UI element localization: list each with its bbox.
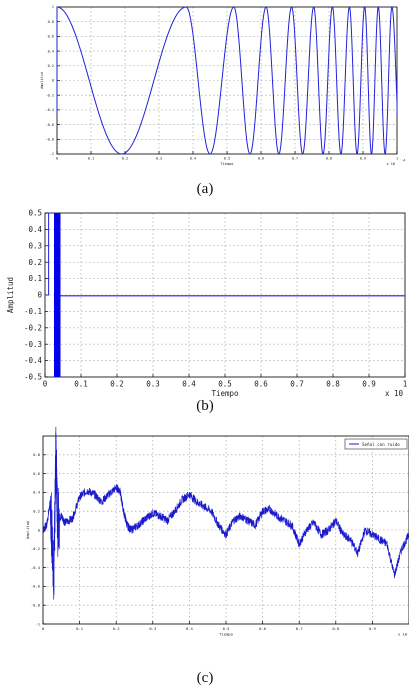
y-tick-label: 0 xyxy=(38,527,41,532)
exponent-label: x 10 xyxy=(398,632,408,637)
caption-c: (c) xyxy=(197,670,214,686)
exponent-label: x 10 xyxy=(387,162,395,166)
y-tick-label: 0 xyxy=(37,291,42,300)
y-tick-label: 0.6 xyxy=(33,471,41,476)
y-tick-label: -0.6 xyxy=(31,584,41,589)
x-tick-label: 0.4 xyxy=(190,157,196,161)
y-tick-label: 0 xyxy=(52,79,54,83)
x-tick-label: 0.7 xyxy=(292,157,298,161)
x-axis-label: Tiempo xyxy=(211,389,239,398)
x-tick-label: 0.2 xyxy=(110,380,124,389)
chart-b: 0 0.1 0.2 0.3 0.4 0.5 0.6 0.7 0.8 0.9 1 -0.5 -0.4 -0.… xyxy=(6,209,408,398)
y-tick-label: -0.3 xyxy=(24,340,42,349)
y-tick-label: 0.2 xyxy=(33,509,40,514)
y-tick-label: -0.8 xyxy=(31,603,41,608)
y-tick-label: -0.4 xyxy=(31,565,41,570)
x-tick-label: 1 xyxy=(403,380,408,389)
x-tick-label: 0.8 xyxy=(326,380,340,389)
y-tick-label: 0.3 xyxy=(28,241,42,250)
x-tick-label: 0.7 xyxy=(290,380,304,389)
y-tick-label: -0.1 xyxy=(24,307,42,316)
y-tick-label: 0.2 xyxy=(48,64,54,68)
legend-entry: Señal con ruido xyxy=(362,442,400,447)
series-line-noisy xyxy=(42,426,409,600)
x-axis-label: Tiempo xyxy=(219,632,233,637)
y-tick-label: -0.4 xyxy=(24,356,43,365)
y-tick-label: -0.6 xyxy=(46,123,54,127)
y-tick-label: 0.1 xyxy=(28,274,42,283)
x-tick-label: 0.1 xyxy=(76,626,84,631)
y-tick-label: -0.8 xyxy=(46,138,54,142)
x-tick-label: 0.9 xyxy=(369,626,377,631)
y-tick-label: 0.4 xyxy=(48,49,54,53)
burst-bar xyxy=(54,213,61,377)
y-tick-label: 0.2 xyxy=(28,258,42,267)
y-axis-label: Amplitud xyxy=(40,72,44,89)
chart-a: 0 0.1 0.2 0.3 0.4 0.5 0.6 0.7 0.8 0.9 1 -1 -0.8 -0.6 -… xyxy=(40,5,405,166)
x-tick-label: 0.4 xyxy=(186,626,194,631)
x-tick-label: 0.5 xyxy=(223,626,230,631)
x-tick-label: 0.2 xyxy=(122,157,128,161)
legend: Señal con ruido xyxy=(344,438,408,450)
y-tick-label: 0.4 xyxy=(28,225,42,234)
chart-c: 0 0.1 0.2 0.3 0.4 0.5 0.6 0.7 0.8 0.9 -1 -0.8 -0.6 -0… xyxy=(25,426,409,637)
x-tick-label: 0.5 xyxy=(224,157,230,161)
y-tick-label: -1 xyxy=(35,621,40,626)
y-tick-label: -0.4 xyxy=(46,108,54,112)
y-tick-label: -0.2 xyxy=(24,323,42,332)
x-tick-label: 0 xyxy=(42,626,45,631)
exponent-label: x 10 xyxy=(385,389,404,398)
y-tick-label: 0.4 xyxy=(33,490,41,495)
x-tick-label: 0.9 xyxy=(362,380,376,389)
x-tick-label: 0 xyxy=(43,380,48,389)
x-tick-label: 1 xyxy=(396,157,398,161)
y-tick-label: 0.8 xyxy=(33,452,41,457)
x-tick-label: 0.7 xyxy=(296,626,303,631)
x-tick-label: 0.6 xyxy=(254,380,268,389)
x-tick-label: 0 xyxy=(56,157,58,161)
x-tick-label: 0.8 xyxy=(326,157,332,161)
y-tick-label: -0.5 xyxy=(24,373,42,382)
y-axis-label: Amplitud xyxy=(6,277,15,313)
x-tick-label: 0.9 xyxy=(360,157,366,161)
series-line-start xyxy=(45,212,54,296)
legend-box xyxy=(344,438,408,450)
x-tick-label: 0.3 xyxy=(146,380,160,389)
x-tick-label: 0.5 xyxy=(218,380,232,389)
y-tick-label: -0.2 xyxy=(31,546,40,551)
y-tick-label: 0.5 xyxy=(28,209,42,218)
caption-b: (b) xyxy=(196,398,214,414)
caption-a: (a) xyxy=(197,181,214,197)
y-tick-label: 0.6 xyxy=(48,35,54,39)
x-tick-label: 0.8 xyxy=(332,626,340,631)
y-axis-label: Amplitud xyxy=(25,521,30,539)
x-tick-label: 0.4 xyxy=(182,380,196,389)
y-tick-label: -1 xyxy=(50,152,54,156)
y-tick-label: 0.8 xyxy=(48,20,54,24)
x-tick-label: 0.1 xyxy=(88,157,94,161)
x-tick-label: 0.3 xyxy=(149,626,156,631)
x-tick-label: 0.3 xyxy=(156,157,162,161)
y-tick-label: -0.2 xyxy=(46,93,54,97)
x-tick-label: 0.6 xyxy=(259,626,267,631)
x-tick-label: 0.2 xyxy=(113,626,120,631)
exponent-power: -4 xyxy=(401,159,405,163)
series-line-chirp xyxy=(56,5,398,156)
x-axis-label: Tiempo xyxy=(221,162,234,166)
x-tick-label: 0.1 xyxy=(74,380,88,389)
y-tick-label: 1 xyxy=(52,5,54,9)
x-tick-label: 0.6 xyxy=(258,157,264,161)
